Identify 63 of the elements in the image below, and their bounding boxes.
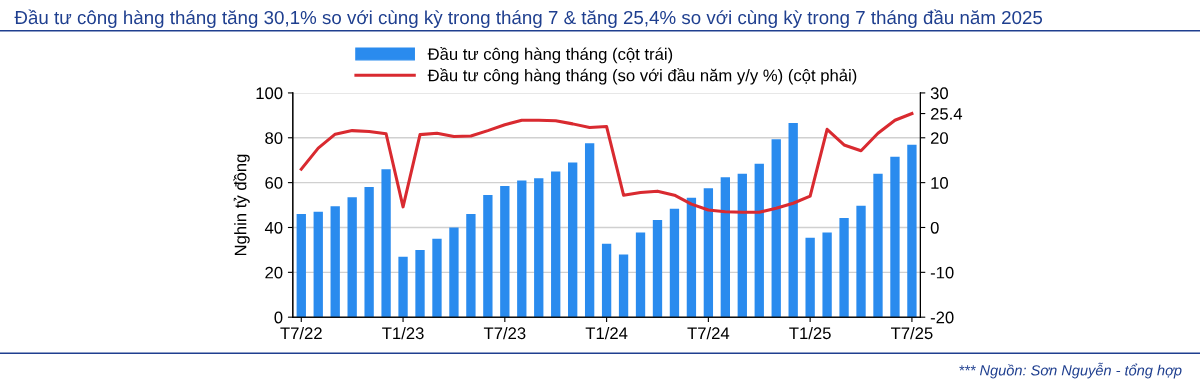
y2-tick-label: 10 [931, 177, 949, 189]
bar [534, 178, 544, 318]
y-tick-label: 40 [264, 221, 283, 234]
bar [584, 143, 595, 318]
y2-tick-label: 25.4 [930, 107, 963, 120]
bar [449, 227, 459, 318]
bar [398, 256, 408, 318]
y-tick-label: 100 [256, 87, 283, 100]
bar [432, 238, 442, 318]
bar [415, 249, 425, 318]
bar [805, 237, 815, 318]
bar [839, 218, 849, 318]
bar [483, 194, 493, 318]
x-tick-label: T1/23 [382, 326, 424, 340]
legend-label: Đầu tư công hàng tháng (so với đầu năm y/y %) (cột phải) [427, 68, 857, 85]
x-tick-label: T1/24 [585, 326, 628, 340]
bar [568, 162, 578, 318]
y-tick-label: 0 [274, 311, 283, 324]
bar [618, 254, 629, 318]
y2-tick-label: 0 [930, 221, 939, 234]
line-series [299, 112, 914, 214]
text: *** Nguồn: Sơn Nguyễn - tổng hợp [959, 362, 1182, 379]
bar [890, 156, 900, 318]
bar [771, 139, 781, 318]
y-tick-label: 60 [265, 177, 283, 189]
bar [517, 180, 527, 318]
bar [330, 206, 340, 318]
y-tick-label: 80 [265, 132, 283, 144]
y2-tick-label: -20 [930, 311, 954, 324]
bar [296, 214, 306, 318]
bar [788, 122, 798, 318]
x-tick-label: T7/23 [483, 326, 526, 340]
bar [466, 214, 476, 318]
x-tick-label: T7/25 [890, 326, 933, 340]
bar [822, 232, 832, 318]
bar [669, 208, 680, 318]
legend-label: Đầu tư công hàng tháng (cột trái) [427, 47, 673, 64]
bar [703, 188, 714, 318]
bar [347, 197, 357, 318]
y2-tick-label: 20 [930, 132, 949, 144]
bar [313, 211, 323, 318]
bar [635, 232, 646, 318]
bar [720, 177, 730, 318]
bar [551, 171, 561, 318]
bar [737, 173, 747, 318]
bar [500, 185, 510, 318]
bar [364, 187, 374, 318]
bar [856, 205, 866, 318]
y2-tick-label: -10 [930, 266, 954, 279]
bar [907, 144, 917, 318]
y-axis-title: Nghin tỷ đồng [233, 154, 250, 256]
x-tick-label: T7/22 [280, 326, 322, 340]
x-tick-label: T7/24 [687, 326, 730, 340]
bar [652, 220, 663, 318]
bar [686, 197, 697, 318]
bar [873, 173, 883, 318]
bar [754, 163, 764, 318]
bar [601, 243, 612, 318]
x-tick-label: T1/25 [789, 326, 831, 340]
y2-tick-label: 30 [930, 87, 949, 100]
chart-title: Đầu tư công hàng tháng tăng 30,1% so với cùng kỳ trong tháng 7 & tăng 25,4% so với cùng kỳ trong 7 tháng đầu năm 2025 [14, 9, 1043, 28]
y-tick-label: 20 [265, 266, 283, 279]
bar [381, 169, 391, 318]
